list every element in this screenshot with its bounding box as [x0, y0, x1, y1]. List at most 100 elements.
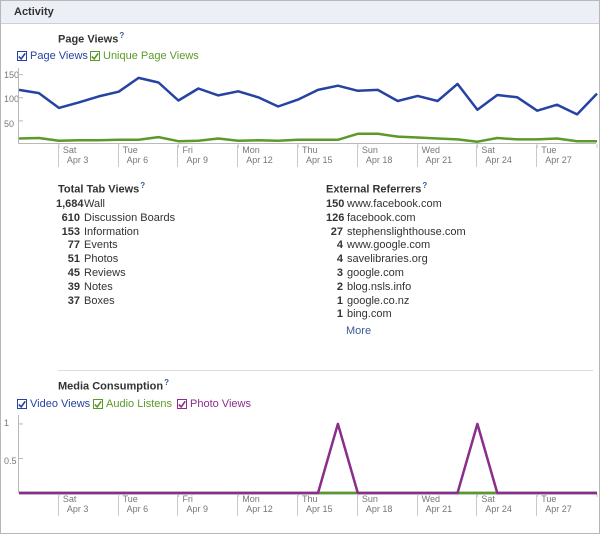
item-count: 27 [330, 225, 343, 238]
item-count: 3 [336, 266, 343, 279]
item-count: 4 [336, 253, 343, 266]
y-tick-label: 50 [4, 119, 15, 129]
checkbox-unique-page-views[interactable] [90, 51, 100, 61]
referrers-list: 150 www.facebook.com 126 facebook.com 27 step… [326, 198, 466, 322]
x-tick-day: Tue [541, 145, 557, 155]
x-tick: Sat Apr 3 [57, 145, 118, 167]
list-item: 153 Information [56, 226, 175, 240]
item-label: Wall [84, 198, 105, 210]
list-item: 4 savelibraries.org [326, 253, 466, 267]
item-count: 610 [61, 211, 80, 224]
tab-views-help-icon[interactable]: ? [140, 181, 146, 190]
legend-photo-views[interactable]: Photo Views [177, 398, 251, 410]
legend-label: Unique Page Views [103, 50, 199, 62]
x-tick: Mon Apr 12 [237, 494, 297, 516]
item-label: Boxes [84, 294, 115, 307]
x-tick-day: Tue [122, 494, 138, 504]
list-item: 150 www.facebook.com [326, 198, 466, 212]
list-item: 1 bing.com [326, 308, 466, 322]
list-item: 45 Reviews [56, 267, 175, 281]
legend-video-views[interactable]: Video Views [17, 398, 90, 410]
y-tick-label: 150 [4, 70, 20, 80]
check-icon [91, 52, 99, 60]
legend-audio-listens[interactable]: Audio Listens [93, 398, 172, 410]
media-x-axis: Sat Apr 3 Tue Apr 6 Fri Apr 9 Mon Apr 12 Thu Apr … [18, 494, 596, 520]
x-tick: Sun Apr 18 [356, 145, 417, 167]
media-help-icon[interactable]: ? [164, 378, 169, 387]
list-item: 2 blog.nsls.info [326, 281, 466, 295]
list-item: 27 stephenslighthouse.com [326, 226, 466, 240]
divider [58, 370, 593, 371]
item-label: Reviews [84, 266, 126, 279]
x-tick-day: Fri [182, 494, 193, 504]
y-tick-label: 100 [4, 94, 20, 104]
tab-views-title: Total Tab Views? [58, 181, 145, 196]
x-tick-date: Apr 9 [186, 504, 208, 514]
x-tick-day: Sun [361, 145, 378, 155]
page-views-help-icon[interactable]: ? [119, 31, 125, 40]
x-tick-day: Mon [242, 494, 260, 504]
x-tick: Thu Apr 15 [297, 145, 357, 167]
panel-title: Activity [14, 6, 54, 18]
x-tick-date: Apr 27 [545, 504, 572, 514]
y-tick-label: 1 [4, 418, 10, 428]
item-label: google.co.nz [347, 294, 410, 307]
page-views-x-axis: Sat Apr 3 Tue Apr 6 Fri Apr 9 Mon Apr 12 Thu Apr … [18, 145, 596, 171]
checkbox-audio-listens[interactable] [93, 399, 103, 409]
x-tick-day: Tue [122, 145, 138, 155]
check-icon [18, 400, 26, 408]
referrers-title: External Referrers? [326, 181, 427, 196]
list-item: 77 Events [56, 239, 175, 253]
list-item: 37 Boxes [56, 295, 175, 309]
item-label: blog.nsls.info [347, 280, 412, 293]
item-label: Discussion Boards [84, 211, 176, 224]
x-tick-day: Tue [541, 494, 557, 504]
y-tick-label: 0.5 [4, 456, 17, 466]
item-label: Events [84, 239, 118, 252]
x-tick: Sun Apr 18 [356, 494, 417, 516]
legend-unique-page-views[interactable]: Unique Page Views [90, 50, 199, 62]
item-count: 153 [61, 225, 80, 238]
item-label: facebook.com [347, 211, 416, 224]
tab-views-list: 1,684 Wall 610 Discussion Boards 153 Informat… [56, 198, 175, 308]
x-tick-date: Apr 15 [306, 155, 333, 165]
page-views-title: Page Views? [58, 31, 124, 46]
list-item: 126 facebook.com [326, 212, 466, 226]
legend-label: Page Views [30, 50, 88, 62]
check-icon [94, 400, 102, 408]
x-tick: Wed Apr 21 [416, 494, 477, 516]
x-tick-date: Apr 3 [66, 504, 89, 514]
page-views-chart [18, 68, 598, 148]
checkbox-photo-views[interactable] [177, 399, 187, 409]
x-tick-date: Apr 9 [186, 155, 208, 165]
x-tick: Sat Apr 3 [57, 494, 118, 516]
series-line-unique-page-views [18, 132, 597, 143]
item-count: 37 [67, 294, 80, 307]
item-count: 1 [336, 294, 343, 307]
legend-label: Video Views [30, 398, 91, 410]
checkbox-video-views[interactable] [17, 399, 27, 409]
item-label: stephenslighthouse.com [347, 225, 466, 238]
media-title: Media Consumption? [58, 378, 169, 393]
x-tick-date: Apr 6 [126, 504, 149, 514]
legend-page-views[interactable]: Page Views [17, 50, 88, 62]
x-tick-date: Apr 18 [365, 504, 393, 514]
check-icon [178, 400, 186, 408]
list-item: 610 Discussion Boards [56, 212, 175, 226]
x-tick-day: Sat [481, 145, 495, 155]
item-label: www.facebook.com [347, 198, 442, 210]
x-tick-day: Thu [302, 145, 318, 155]
x-tick-day: Sun [361, 494, 378, 504]
item-count: 51 [67, 253, 80, 266]
item-count: 45 [67, 266, 80, 279]
referrers-title-text: External Referrers [326, 183, 422, 196]
checkbox-page-views[interactable] [17, 51, 27, 61]
referrers-help-icon[interactable]: ? [422, 181, 428, 190]
x-tick-date: Apr 12 [246, 155, 273, 165]
x-tick: Thu Apr 15 [297, 494, 357, 516]
tab-views-title-text: Total Tab Views [58, 183, 140, 196]
x-tick-date: Apr 24 [485, 504, 512, 514]
more-link[interactable]: More [346, 325, 372, 337]
x-tick-date: Apr 24 [485, 155, 512, 165]
x-tick: Tue Apr 27 [536, 145, 596, 167]
